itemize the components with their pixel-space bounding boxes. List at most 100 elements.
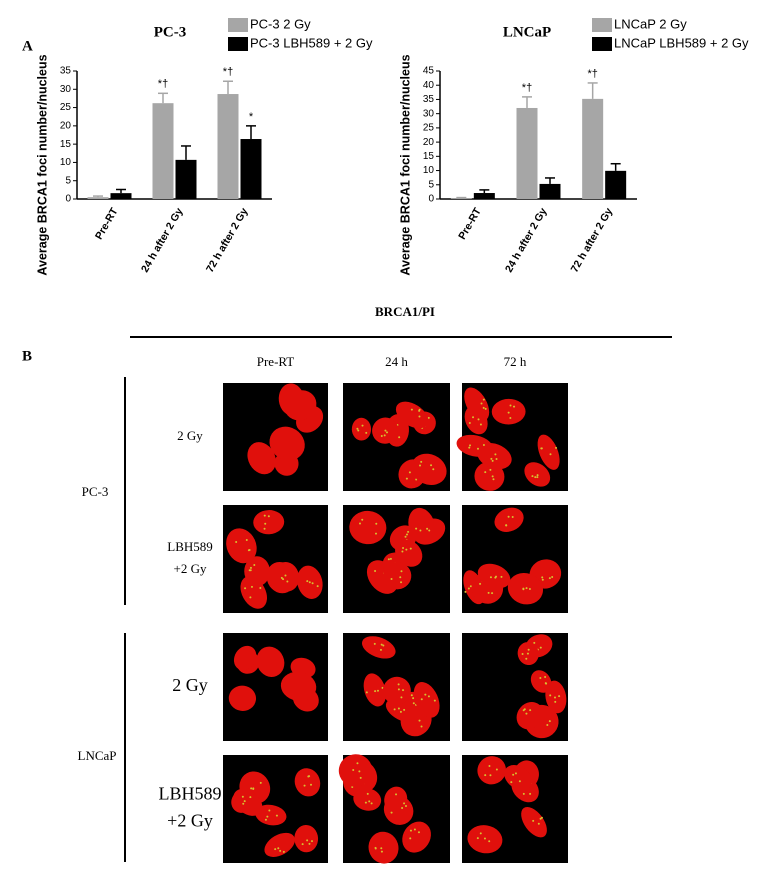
focus <box>358 770 361 773</box>
focus <box>536 474 539 477</box>
nucleus <box>385 698 419 723</box>
focus <box>352 769 355 772</box>
focus <box>418 719 421 722</box>
focus <box>361 518 364 521</box>
focus <box>525 587 528 590</box>
error-bar <box>246 125 256 140</box>
nucleus <box>477 756 506 785</box>
focus <box>528 587 531 590</box>
micrograph <box>462 755 568 863</box>
nucleus <box>383 562 412 590</box>
focus <box>249 596 252 599</box>
focus <box>509 404 512 407</box>
focus <box>468 446 471 449</box>
focus <box>361 424 364 427</box>
focus <box>483 837 486 840</box>
nucleus <box>545 680 567 714</box>
significance-label: *† <box>223 66 233 78</box>
y-tick-label: 25 <box>423 123 435 134</box>
focus <box>401 806 404 809</box>
focus <box>250 787 253 790</box>
error-bar <box>479 189 490 194</box>
x-tick-label: Pre-RT <box>456 205 484 241</box>
bar <box>152 103 174 199</box>
y-tick-label: 20 <box>60 120 72 131</box>
focus <box>491 459 494 462</box>
focus <box>409 829 412 832</box>
focus <box>420 698 423 701</box>
focus <box>356 427 359 430</box>
focus <box>380 434 383 437</box>
focus <box>537 822 540 825</box>
significance-label: *† <box>587 68 597 80</box>
x-tick-label: 24 h after 2 Gy <box>503 206 550 275</box>
micrograph <box>343 633 450 741</box>
focus <box>387 558 390 561</box>
nucleus <box>233 788 263 816</box>
focus <box>523 708 526 711</box>
focus <box>393 708 396 711</box>
focus <box>514 772 517 775</box>
focus <box>469 444 472 447</box>
bar <box>217 94 239 199</box>
y-tick-label: 20 <box>423 137 435 148</box>
focus <box>395 793 398 796</box>
focus <box>253 563 256 566</box>
focus <box>410 694 413 697</box>
nucleus <box>507 572 544 605</box>
focus <box>487 591 490 594</box>
focus <box>507 515 510 518</box>
focus <box>464 590 467 593</box>
nucleus <box>395 539 423 567</box>
legend-swatch <box>228 37 248 51</box>
focus <box>282 578 285 581</box>
nucleus <box>226 528 257 564</box>
y-tick-label: 25 <box>60 102 72 113</box>
focus <box>263 514 266 517</box>
focus <box>472 416 475 419</box>
focus <box>310 783 313 786</box>
nucleus <box>255 804 287 826</box>
focus <box>380 850 383 853</box>
nucleus <box>363 673 387 707</box>
y-tick-label: 0 <box>428 194 434 205</box>
nucleus <box>233 645 257 671</box>
nucleus <box>256 646 285 677</box>
nucleus <box>368 831 399 864</box>
y-tick-label: 5 <box>428 179 434 190</box>
focus <box>548 720 551 723</box>
focus <box>553 696 556 699</box>
focus <box>402 689 405 692</box>
focus <box>404 805 407 808</box>
y-tick-label: 10 <box>60 157 72 168</box>
nucleus <box>411 453 447 485</box>
focus <box>374 846 377 849</box>
focus <box>428 529 431 532</box>
focus <box>277 847 280 850</box>
focus <box>364 801 367 804</box>
bar <box>539 183 561 199</box>
focus <box>482 406 485 409</box>
focus <box>408 471 411 474</box>
bar <box>582 98 604 199</box>
focus <box>522 792 525 795</box>
micrograph <box>223 633 328 741</box>
bar <box>516 107 538 199</box>
focus <box>373 642 376 645</box>
y-tick-label: 15 <box>60 139 72 150</box>
focus <box>518 780 521 783</box>
focus <box>375 532 378 535</box>
focus <box>366 792 369 795</box>
focus <box>250 585 253 588</box>
focus <box>359 776 362 779</box>
focus <box>384 429 387 432</box>
nucleus <box>269 426 305 461</box>
nucleus <box>477 563 511 589</box>
focus <box>249 796 252 799</box>
focus <box>522 587 525 590</box>
focus <box>400 570 403 573</box>
focus <box>241 795 244 798</box>
focus <box>539 676 542 679</box>
focus <box>494 453 497 456</box>
